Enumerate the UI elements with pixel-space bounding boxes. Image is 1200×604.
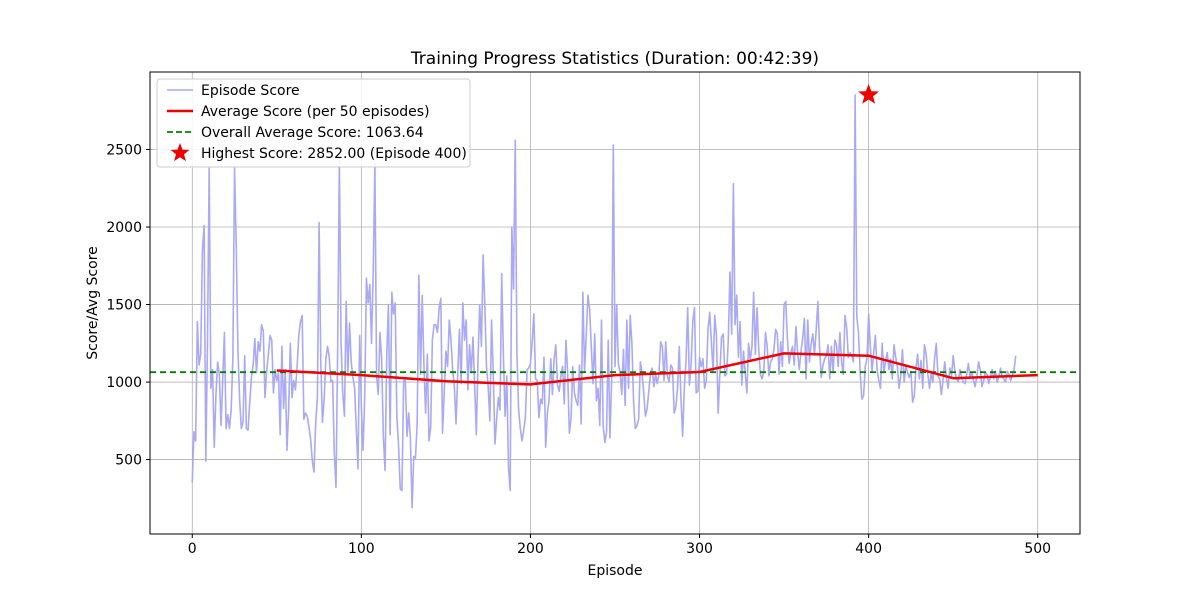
series-episode-score-line [191,94,1017,509]
y-tick-label: 500 [115,453,142,469]
highest-score-marker [858,83,880,104]
legend: Episode Score Average Score (per 50 episo… [156,78,471,168]
x-tick-label: 100 [348,541,375,557]
plot-frame [149,71,1081,535]
legend-label: Average Score (per 50 episodes) [201,104,430,120]
plot-series [150,83,1080,509]
legend-label: Overall Average Score: 1063.64 [201,125,424,141]
legend-star-swatch [170,143,190,162]
series-average-score-line [276,352,1038,386]
legend-label: Episode Score [201,83,300,99]
y-tick-label: 1500 [106,298,142,314]
y-tick-label: 1000 [106,375,142,391]
axis-ticks: 0 100 200 300 400 500 500 1000 1500 2000 2500 [106,143,1051,557]
legend-label: Highest Score: 2852.00 (Episode 400) [201,146,467,162]
y-tick-label: 2500 [106,143,142,159]
y-axis-title: Score/Avg Score [85,246,101,360]
legend-box [156,78,471,168]
y-tick-label: 2000 [106,220,142,236]
chart-title: Training Progress Statistics (Duration: … [410,49,819,69]
x-tick-label: 200 [517,541,544,557]
x-tick-label: 400 [855,541,882,557]
x-tick-label: 0 [188,541,197,557]
x-tick-label: 300 [686,541,713,557]
x-axis-title: Episode [588,563,643,579]
x-tick-label: 500 [1024,541,1051,557]
